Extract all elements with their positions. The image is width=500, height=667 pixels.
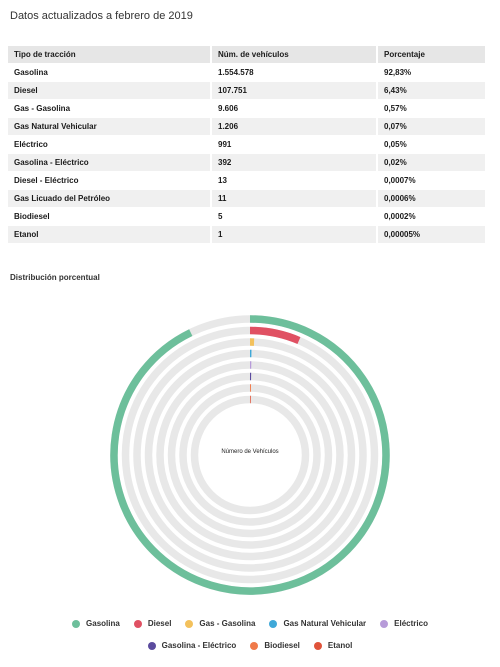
table-cell: 1.206 xyxy=(210,118,376,135)
table-cell: 1.554.578 xyxy=(210,64,376,81)
table-row: Biodiesel 5 0,0002% xyxy=(8,208,485,225)
table-cell: 392 xyxy=(210,154,376,171)
table-cell: 5 xyxy=(210,208,376,225)
table-header-row: Tipo de tracción Núm. de vehículos Porce… xyxy=(8,46,485,63)
table-cell: Biodiesel xyxy=(8,208,210,225)
table-cell: 0,0006% xyxy=(376,190,485,207)
table-cell: Etanol xyxy=(8,226,210,243)
table-cell: 92,83% xyxy=(376,64,485,81)
table-row: Gas Licuado del Petróleo 11 0,0006% xyxy=(8,190,485,207)
table-cell: 0,0002% xyxy=(376,208,485,225)
table-cell: 0,0007% xyxy=(376,172,485,189)
legend-swatch-icon xyxy=(133,619,142,628)
ring-track xyxy=(156,361,344,549)
table-cell: Gasolina - Eléctrico xyxy=(8,154,210,171)
legend-swatch-icon xyxy=(313,641,322,650)
traction-table: Tipo de tracción Núm. de vehículos Porce… xyxy=(8,45,485,244)
legend-item[interactable]: Diesel xyxy=(133,619,172,628)
chart-legend: Gasolina - Eléctrico Biodiesel Etanol xyxy=(10,641,490,650)
column-header: Tipo de tracción xyxy=(8,46,210,63)
legend-item[interactable]: Eléctrico xyxy=(380,619,428,628)
ring-bar-diesel[interactable] xyxy=(249,326,301,344)
legend-item[interactable]: Etanol xyxy=(313,641,353,650)
table-cell: 0,02% xyxy=(376,154,485,171)
chart-legend: Gasolina Diesel Gas - Gasolina Gas Natural … xyxy=(10,619,490,628)
table-body: Gasolina 1.554.578 92,83% Diesel 107.751 6,43… xyxy=(8,64,485,243)
ring-track xyxy=(190,395,310,515)
legend-swatch-icon xyxy=(269,619,278,628)
legend-label: Gasolina - Eléctrico xyxy=(161,641,237,650)
table-cell: Gas - Gasolina xyxy=(8,100,210,117)
table-cell: 9.606 xyxy=(210,100,376,117)
ring-track xyxy=(179,384,321,526)
legend-item[interactable]: Gasolina xyxy=(72,619,120,628)
legend-swatch-icon xyxy=(72,619,81,628)
table-cell: Gas Natural Vehicular xyxy=(8,118,210,135)
table-row: Diesel 107.751 6,43% xyxy=(8,82,485,99)
legend-item[interactable]: Biodiesel xyxy=(250,641,300,650)
chart-center-label: Número de Vehículos xyxy=(221,449,279,455)
table-cell: Gas Licuado del Petróleo xyxy=(8,190,210,207)
legend-label: Gasolina xyxy=(86,619,120,628)
table-cell: 11 xyxy=(210,190,376,207)
table-cell: 6,43% xyxy=(376,82,485,99)
legend-swatch-icon xyxy=(380,619,389,628)
table-row: Etanol 1 0,00005% xyxy=(8,226,485,243)
table-cell: 0,57% xyxy=(376,100,485,117)
table-row: Eléctrico 991 0,05% xyxy=(8,136,485,153)
table-cell: 107.751 xyxy=(210,82,376,99)
legend-label: Biodiesel xyxy=(264,641,300,650)
radial-bar-chart xyxy=(110,315,390,595)
legend-label: Gas - Gasolina xyxy=(199,619,256,628)
table-row: Diesel - Eléctrico 13 0,0007% xyxy=(8,172,485,189)
table-cell: 13 xyxy=(210,172,376,189)
legend-item[interactable]: Gas - Gasolina xyxy=(185,619,255,628)
table-cell: Diesel xyxy=(8,82,210,99)
legend-swatch-icon xyxy=(185,619,194,628)
table-row: Gasolina 1.554.578 92,83% xyxy=(8,64,485,81)
table-cell: Eléctrico xyxy=(8,136,210,153)
legend-label: Eléctrico xyxy=(394,619,428,628)
table-row: Gas Natural Vehicular 1.206 0,07% xyxy=(8,118,485,135)
column-header: Núm. de vehículos xyxy=(210,46,376,63)
legend-label: Diesel xyxy=(147,619,172,628)
legend-label: Etanol xyxy=(327,641,353,650)
legend-item[interactable]: Gas Natural Vehicular xyxy=(269,619,366,628)
legend-item[interactable]: Gasolina - Eléctrico xyxy=(147,641,237,650)
table-cell: Gasolina xyxy=(8,64,210,81)
legend-swatch-icon xyxy=(250,641,259,650)
column-header: Porcentaje xyxy=(376,46,485,63)
chart-subtitle: Distribución porcentual xyxy=(10,273,100,282)
legend-label: Gas Natural Vehicular xyxy=(283,619,367,628)
table-cell: Diesel - Eléctrico xyxy=(8,172,210,189)
table-cell: 1 xyxy=(210,226,376,243)
page-heading: Datos actualizados a febrero de 2019 xyxy=(10,10,193,22)
table-row: Gasolina - Eléctrico 392 0,02% xyxy=(8,154,485,171)
table-cell: 991 xyxy=(210,136,376,153)
ring-track xyxy=(144,349,356,561)
legend-swatch-icon xyxy=(147,641,156,650)
table-cell: 0,05% xyxy=(376,136,485,153)
table-cell: 0,00005% xyxy=(376,226,485,243)
table-row: Gas - Gasolina 9.606 0,57% xyxy=(8,100,485,117)
ring-bar-gasolina[interactable] xyxy=(110,315,390,595)
table-cell: 0,07% xyxy=(376,118,485,135)
